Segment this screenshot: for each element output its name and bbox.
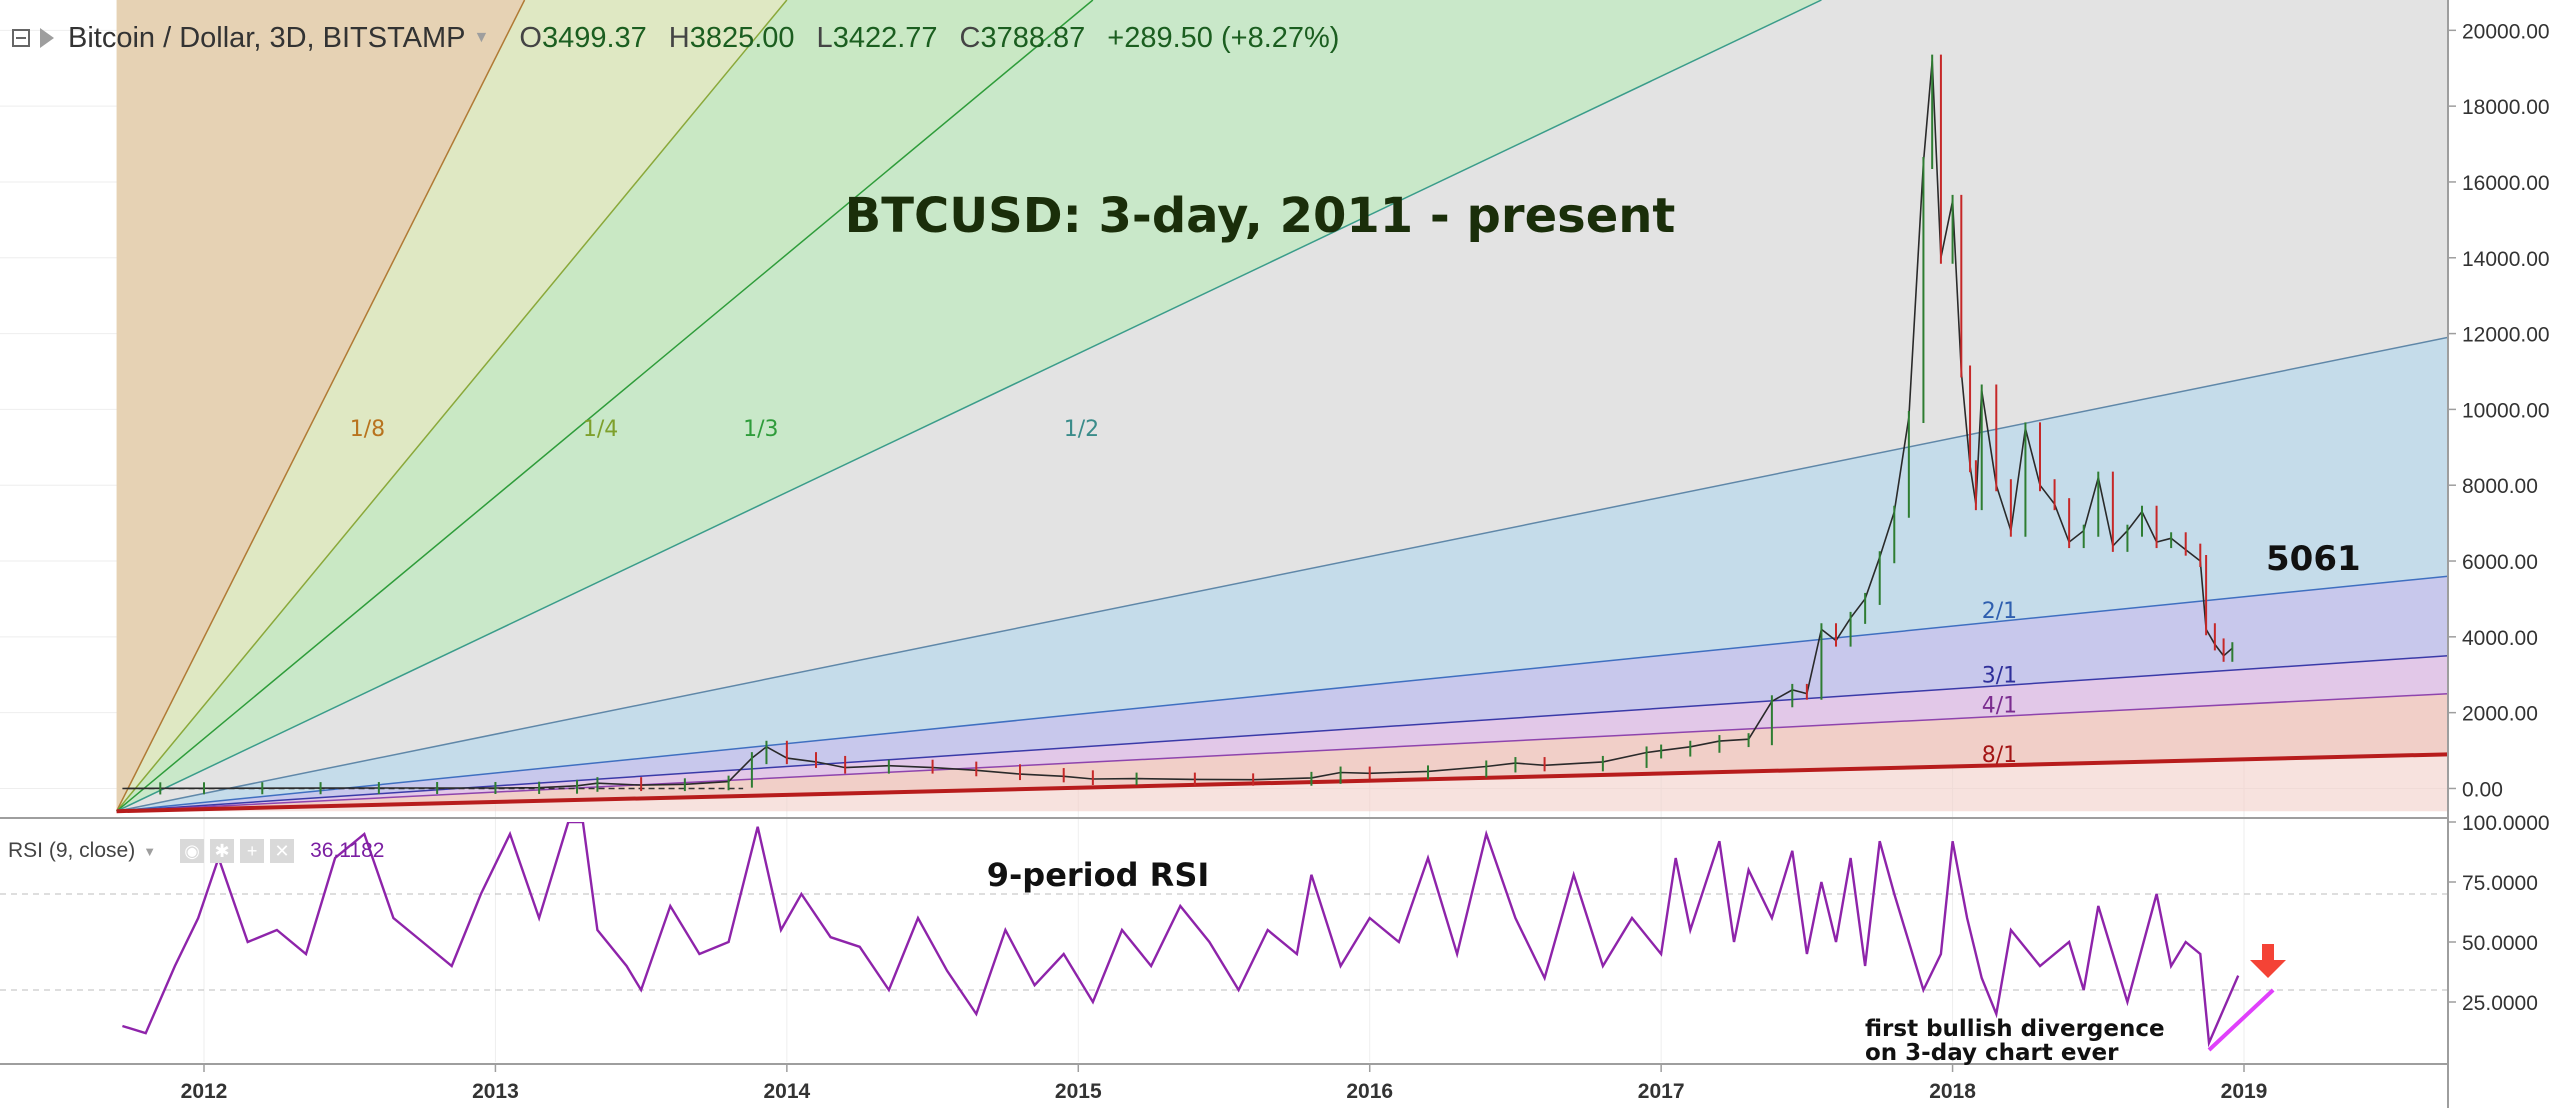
collapse-icon[interactable] — [12, 29, 30, 47]
fan-line — [116, 752, 2448, 814]
chevron-down-icon[interactable]: ▼ — [473, 29, 490, 46]
divergence-annotation-line-1: first bullish divergence — [1865, 1016, 2165, 1042]
price-series — [122, 54, 2234, 795]
rsi-y-tick-label: 50.0000 — [2462, 932, 2538, 955]
rsi-label[interactable]: RSI (9, close) — [8, 839, 136, 862]
divergence-annotation-line-2: on 3-day chart ever — [1865, 1040, 2119, 1066]
fan-label: 2/1 — [1982, 599, 2017, 624]
fan-line — [116, 655, 2448, 812]
x-tick-label: 2019 — [2221, 1080, 2268, 1103]
y-tick-label: 20000.00 — [2462, 20, 2550, 43]
rsi-line — [122, 822, 2240, 1048]
ohlc-close: C3788.87 — [959, 21, 1086, 54]
fan-line — [116, 336, 2448, 812]
axis-gutter — [2449, 0, 2560, 1108]
fan-region — [116, 0, 2448, 812]
fan-label: 8/1 — [1982, 743, 2017, 768]
fan-line — [116, 0, 1822, 812]
fan-label: 3/1 — [1982, 663, 2017, 688]
y-tick-label: 4000.00 — [2462, 627, 2538, 650]
rsi-title: 9-period RSI — [987, 856, 1210, 894]
y-tick-label: 10000.00 — [2462, 399, 2550, 422]
rsi-pane — [0, 822, 2448, 1052]
close-icon[interactable]: ✕ — [270, 839, 295, 863]
gear-icon[interactable]: ✱ — [210, 839, 235, 863]
y-tick-label: 18000.00 — [2462, 96, 2550, 119]
fan-line — [115, 0, 788, 812]
rsi-y-tick-label: 25.0000 — [2462, 992, 2538, 1015]
x-tick-label: 2013 — [472, 1080, 519, 1103]
ohlc-high: H3825.00 — [668, 21, 795, 54]
flag-icon[interactable] — [40, 28, 54, 48]
y-tick-label: 12000.00 — [2462, 324, 2550, 347]
fan-labels: 1/8 1/4 1/3 1/2 2/1 3/1 4/1 8/1 — [350, 417, 2017, 768]
y-tick-label: 2000.00 — [2462, 703, 2538, 726]
plus-icon[interactable]: + — [240, 839, 265, 863]
rsi-y-tick-label: 75.0000 — [2462, 872, 2538, 895]
eye-icon[interactable]: ◉ — [180, 839, 205, 863]
symbol-legend: Bitcoin / Dollar, 3D, BITSTAMP ▼ O3499.3… — [0, 18, 1361, 58]
x-tick-label: 2016 — [1346, 1080, 1393, 1103]
fan-label: 4/1 — [1982, 694, 2017, 719]
fan-line — [116, 0, 1094, 812]
chevron-down-icon[interactable]: ▼ — [143, 843, 157, 859]
y-tick-label: 0.00 — [2462, 778, 2503, 801]
y-tick-label: 16000.00 — [2462, 172, 2550, 195]
price-line — [122, 60, 2233, 790]
x-tick-label: 2014 — [763, 1080, 810, 1103]
ohlc-low: L3422.77 — [816, 21, 938, 54]
divergence-line — [2207, 988, 2275, 1052]
fan-label: 1/8 — [350, 417, 385, 442]
fan-label: 1/4 — [583, 417, 618, 442]
rsi-y-tick-label: 100.0000 — [2462, 812, 2550, 835]
fan-line — [116, 575, 2448, 812]
fan-line — [115, 0, 526, 812]
x-tick-label: 2012 — [181, 1080, 228, 1103]
fan-label: 1/2 — [1064, 417, 1099, 442]
x-tick-label: 2015 — [1055, 1080, 1102, 1103]
ohlc-open: O3499.37 — [519, 21, 647, 54]
x-tick-label: 2017 — [1638, 1080, 1685, 1103]
fan-line — [116, 692, 2448, 812]
price-change: +289.50 (+8.27%) — [1107, 21, 1340, 54]
symbol-name[interactable]: Bitcoin / Dollar, 3D, BITSTAMP — [68, 21, 466, 54]
y-tick-label: 8000.00 — [2462, 475, 2538, 498]
chart-title: BTCUSD: 3-day, 2011 - present — [845, 188, 1676, 244]
rsi-legend: RSI (9, close) ▼ ◉ ✱ + ✕ 36.1182 — [8, 836, 384, 866]
annotation-5061: 5061 — [2266, 539, 2361, 579]
fan-label: 1/3 — [743, 417, 778, 442]
gann-fan — [115, 0, 2448, 814]
x-tick-label: 2018 — [1929, 1080, 1976, 1103]
rsi-value: 36.1182 — [310, 839, 385, 862]
y-tick-label: 6000.00 — [2462, 551, 2538, 574]
y-tick-label: 14000.00 — [2462, 248, 2550, 271]
down-arrow-icon — [2250, 944, 2286, 978]
